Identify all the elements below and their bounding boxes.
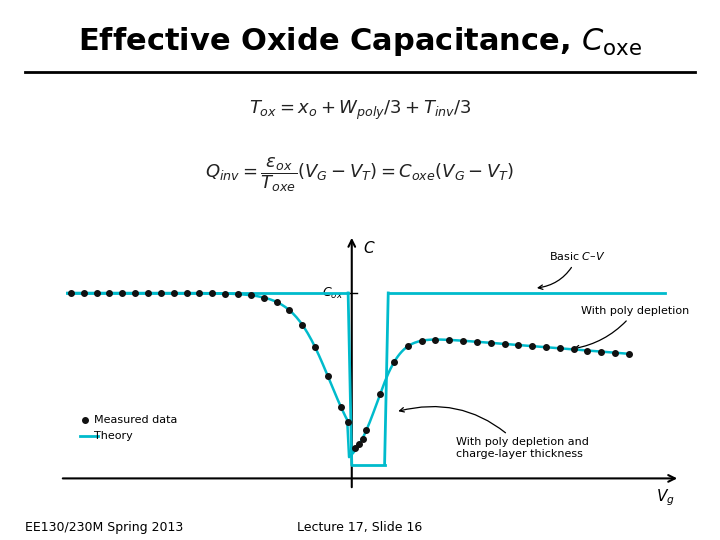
Text: Lecture 17, Slide 16: Lecture 17, Slide 16 (297, 522, 423, 535)
Text: $C_{ox}$: $C_{ox}$ (323, 286, 343, 300)
Text: $Q_{inv} = \dfrac{\varepsilon_{ox}}{T_{oxe}}(V_G - V_T) = C_{oxe}(V_G - V_T)$: $Q_{inv} = \dfrac{\varepsilon_{ox}}{T_{o… (205, 156, 515, 194)
Text: With poly depletion and
charge-layer thickness: With poly depletion and charge-layer thi… (400, 407, 588, 459)
Text: With poly depletion: With poly depletion (575, 306, 689, 350)
Text: Effective Oxide Capacitance, $C_{\mathrm{oxe}}$: Effective Oxide Capacitance, $C_{\mathrm… (78, 25, 642, 58)
Text: EE130/230M Spring 2013: EE130/230M Spring 2013 (25, 522, 184, 535)
Text: Basic $C$–$V$: Basic $C$–$V$ (539, 251, 606, 289)
Text: Theory: Theory (94, 431, 132, 441)
Text: Measured data: Measured data (94, 415, 177, 425)
Text: $T_{ox} = x_o + W_{poly}/3 + T_{inv}/3$: $T_{ox} = x_o + W_{poly}/3 + T_{inv}/3$ (248, 98, 472, 122)
Text: $C$: $C$ (363, 240, 375, 255)
Text: $V_g$: $V_g$ (656, 488, 675, 508)
